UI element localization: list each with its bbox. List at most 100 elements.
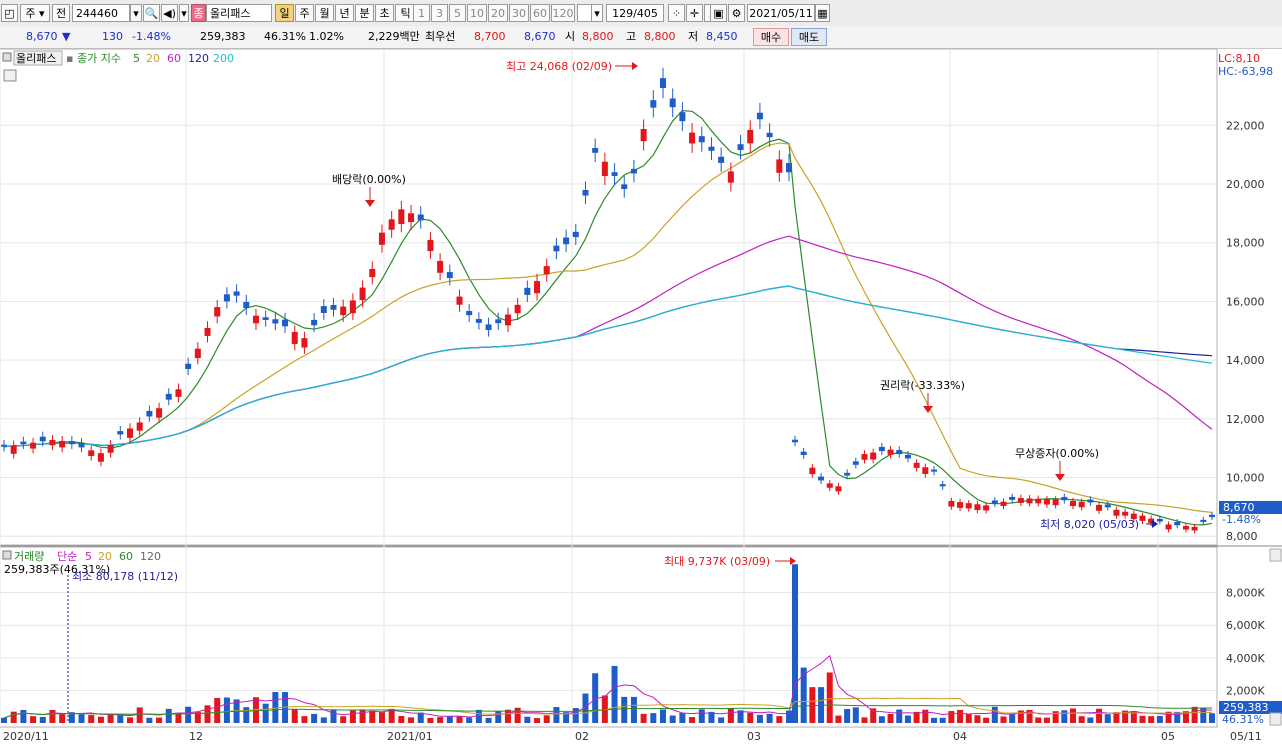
- candle-body[interactable]: [408, 213, 415, 223]
- candle-body[interactable]: [359, 287, 366, 301]
- sell-button[interactable]: 매도: [791, 28, 827, 46]
- candle-body[interactable]: [698, 136, 705, 143]
- volume-bar[interactable]: [126, 717, 133, 723]
- volume-bar[interactable]: [563, 712, 570, 723]
- candle-body[interactable]: [563, 237, 570, 245]
- volume-bar[interactable]: [852, 707, 859, 723]
- candle-body[interactable]: [282, 319, 289, 327]
- count-field[interactable]: 129/405: [606, 4, 664, 22]
- volume-bar[interactable]: [369, 710, 376, 723]
- candle-body[interactable]: [621, 184, 628, 190]
- volume-bar[interactable]: [800, 667, 807, 723]
- volume-bar[interactable]: [766, 713, 773, 723]
- volume-bar[interactable]: [727, 708, 734, 723]
- volume-bar[interactable]: [534, 718, 541, 723]
- panel-collapse-icon[interactable]: [2, 52, 12, 62]
- volume-bar[interactable]: [543, 715, 550, 723]
- volume-bar[interactable]: [572, 708, 579, 723]
- volume-bar[interactable]: [630, 696, 637, 723]
- volume-bar[interactable]: [427, 717, 434, 723]
- volume-bar[interactable]: [1035, 717, 1042, 723]
- volume-bar[interactable]: [1130, 710, 1137, 723]
- volume-bar[interactable]: [146, 717, 153, 723]
- volume-bar[interactable]: [922, 709, 929, 723]
- volume-bar[interactable]: [679, 712, 686, 723]
- volume-bar[interactable]: [974, 715, 981, 723]
- candle-body[interactable]: [146, 410, 153, 417]
- candle-body[interactable]: [669, 98, 676, 108]
- candle-body[interactable]: [446, 272, 453, 279]
- gear-icon[interactable]: ⚙: [728, 4, 745, 22]
- volume-bar[interactable]: [378, 712, 385, 723]
- interval-3-button[interactable]: 3: [431, 4, 448, 22]
- mode-select[interactable]: 전: [52, 4, 70, 22]
- volume-bar[interactable]: [175, 713, 182, 723]
- candle-body[interactable]: [601, 161, 608, 177]
- candle-body[interactable]: [349, 300, 356, 314]
- volume-bar[interactable]: [1200, 707, 1207, 723]
- candle-body[interactable]: [1156, 518, 1163, 522]
- volume-bar[interactable]: [349, 710, 356, 723]
- volume-bar[interactable]: [826, 672, 833, 723]
- candle-body[interactable]: [660, 78, 667, 88]
- volume-bar[interactable]: [592, 673, 599, 723]
- volume-bar[interactable]: [291, 709, 298, 723]
- candle-body[interactable]: [611, 172, 618, 176]
- volume-bars[interactable]: [1, 564, 1215, 723]
- volume-bar[interactable]: [446, 716, 453, 723]
- candle-body[interactable]: [776, 159, 783, 173]
- volume-bar[interactable]: [896, 709, 903, 723]
- volume-bar[interactable]: [1017, 710, 1024, 723]
- search-icon[interactable]: 🔍: [143, 4, 160, 22]
- candle-body[interactable]: [475, 319, 482, 323]
- candle-body[interactable]: [262, 317, 269, 320]
- volume-bar[interactable]: [156, 717, 163, 723]
- date-field[interactable]: 2021/05/11: [747, 4, 815, 22]
- volume-bar[interactable]: [1096, 708, 1103, 723]
- speaker-icon[interactable]: ◀): [161, 4, 178, 22]
- volume-bar[interactable]: [1009, 714, 1016, 723]
- candle-body[interactable]: [809, 467, 816, 475]
- candle-body[interactable]: [1200, 519, 1207, 522]
- volume-bar[interactable]: [97, 716, 104, 723]
- candle-body[interactable]: [330, 305, 337, 310]
- volume-bar[interactable]: [1139, 715, 1146, 723]
- volume-bar[interactable]: [320, 717, 327, 723]
- candle-body[interactable]: [252, 315, 259, 324]
- volume-bar[interactable]: [611, 665, 618, 723]
- interval-dropdown-icon[interactable]: ▾: [591, 4, 603, 22]
- volume-bar[interactable]: [456, 716, 463, 723]
- volume-bar[interactable]: [262, 703, 269, 723]
- volume-bar[interactable]: [20, 709, 27, 723]
- candle-body[interactable]: [572, 231, 579, 238]
- candle-body[interactable]: [1122, 511, 1129, 516]
- volume-bar[interactable]: [786, 710, 792, 723]
- volume-bar[interactable]: [437, 717, 444, 723]
- volume-bar[interactable]: [1043, 717, 1050, 723]
- volume-collapse-icon[interactable]: [2, 550, 12, 560]
- volume-bar[interactable]: [214, 698, 221, 723]
- candle-body[interactable]: [495, 319, 502, 324]
- volume-bar[interactable]: [223, 697, 230, 723]
- volume-bar[interactable]: [640, 713, 647, 723]
- volume-bar[interactable]: [887, 713, 894, 723]
- speaker-dropdown-icon[interactable]: ▾: [179, 4, 189, 22]
- interval-30-button[interactable]: 30: [509, 4, 529, 22]
- candle-body[interactable]: [504, 314, 511, 326]
- candle-body[interactable]: [1078, 501, 1085, 508]
- candle-body[interactable]: [107, 444, 114, 453]
- volume-bar[interactable]: [650, 713, 657, 723]
- candle-body[interactable]: [1017, 498, 1024, 503]
- candle-body[interactable]: [896, 450, 903, 455]
- candle-body[interactable]: [965, 503, 972, 509]
- candles[interactable]: [1, 67, 1215, 534]
- grid-toggle-icon[interactable]: [3, 69, 17, 82]
- candle-body[interactable]: [369, 268, 376, 278]
- period-month-button[interactable]: 월: [315, 4, 334, 22]
- volume-bar[interactable]: [475, 709, 482, 723]
- candle-body[interactable]: [1139, 515, 1146, 521]
- volume-bar[interactable]: [708, 711, 715, 723]
- volume-bar[interactable]: [1052, 711, 1059, 723]
- volume-bar[interactable]: [78, 714, 85, 723]
- volume-bar[interactable]: [689, 717, 696, 723]
